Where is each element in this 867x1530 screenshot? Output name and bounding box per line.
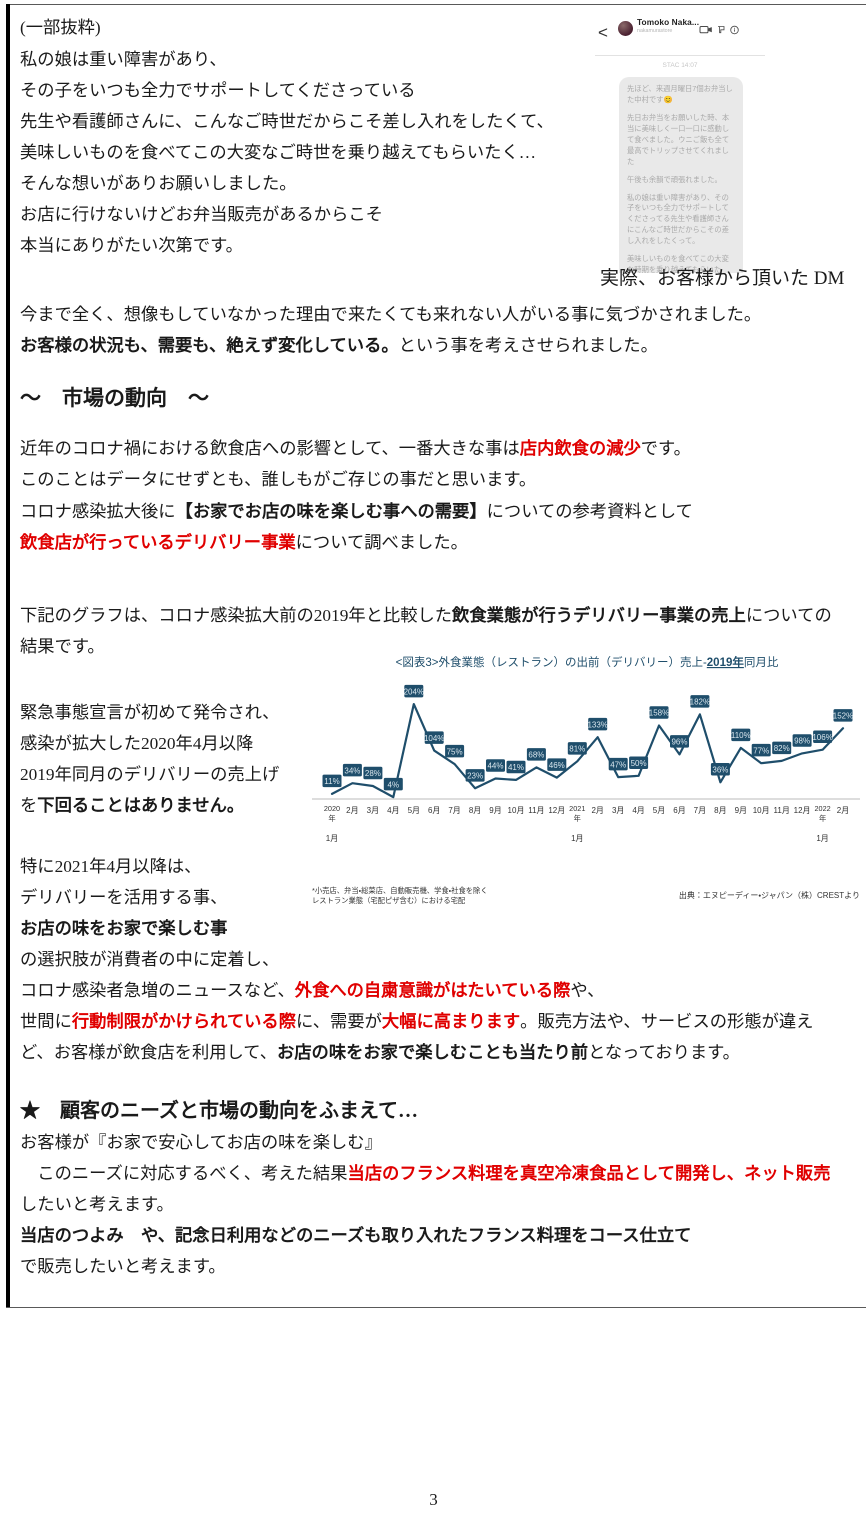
svg-text:11%: 11% — [324, 777, 339, 786]
svg-text:1月: 1月 — [326, 834, 338, 843]
svg-text:46%: 46% — [549, 761, 565, 770]
svg-text:133%: 133% — [587, 720, 607, 729]
svg-text:3月: 3月 — [612, 806, 624, 815]
svg-text:152%: 152% — [833, 712, 853, 721]
svg-text:106%: 106% — [812, 733, 832, 742]
svg-text:81%: 81% — [569, 745, 585, 754]
svg-text:4月: 4月 — [387, 806, 399, 815]
svg-text:6月: 6月 — [428, 806, 440, 815]
svg-text:68%: 68% — [528, 751, 544, 760]
svg-text:75%: 75% — [447, 747, 463, 756]
svg-text:44%: 44% — [487, 762, 503, 771]
svg-text:2月: 2月 — [837, 806, 849, 815]
svg-text:5月: 5月 — [653, 806, 665, 815]
svg-text:41%: 41% — [508, 763, 524, 772]
svg-text:158%: 158% — [649, 709, 669, 718]
svg-text:5月: 5月 — [408, 806, 420, 815]
svg-text:9月: 9月 — [735, 806, 747, 815]
svg-text:104%: 104% — [424, 734, 444, 743]
svg-text:3月: 3月 — [367, 806, 379, 815]
svg-text:<図表3>外食業態（レストラン）の出前（デリバリー）売上-2: <図表3>外食業態（レストラン）の出前（デリバリー）売上-2019年同月比 — [396, 655, 779, 669]
svg-text:47%: 47% — [610, 760, 626, 769]
svg-text:182%: 182% — [690, 698, 710, 707]
svg-text:9月: 9月 — [489, 806, 501, 815]
svg-text:年: 年 — [574, 814, 581, 823]
svg-text:12月: 12月 — [794, 806, 811, 815]
svg-text:98%: 98% — [794, 737, 810, 746]
svg-text:11月: 11月 — [774, 806, 790, 815]
svg-text:年: 年 — [328, 814, 335, 823]
svg-text:*小売店、弁当・総菜店、自動販売機、学食・社食を除く: *小売店、弁当・総菜店、自動販売機、学食・社食を除く — [312, 886, 488, 895]
svg-text:23%: 23% — [467, 772, 483, 781]
svg-text:8月: 8月 — [714, 806, 726, 815]
svg-text:10月: 10月 — [753, 806, 770, 815]
svg-text:2月: 2月 — [346, 806, 358, 815]
svg-text:2020: 2020 — [324, 804, 340, 813]
svg-text:12月: 12月 — [548, 806, 565, 815]
svg-text:50%: 50% — [631, 759, 647, 768]
svg-text:34%: 34% — [344, 766, 360, 775]
svg-text:204%: 204% — [404, 687, 424, 696]
svg-text:7月: 7月 — [448, 806, 460, 815]
svg-text:出典：エヌピーディー・ジャパン（株）CRESTより: 出典：エヌピーディー・ジャパン（株）CRESTより — [679, 890, 860, 900]
svg-text:110%: 110% — [731, 731, 751, 740]
svg-text:10月: 10月 — [508, 806, 525, 815]
svg-text:77%: 77% — [753, 746, 769, 755]
svg-text:4月: 4月 — [632, 806, 644, 815]
svg-text:6月: 6月 — [673, 806, 685, 815]
svg-text:1月: 1月 — [571, 834, 583, 843]
svg-text:8月: 8月 — [469, 806, 481, 815]
svg-text:1月: 1月 — [816, 834, 828, 843]
svg-text:2021: 2021 — [569, 804, 585, 813]
svg-text:7月: 7月 — [694, 806, 706, 815]
svg-text:28%: 28% — [365, 769, 381, 778]
svg-text:年: 年 — [819, 814, 826, 823]
svg-text:11月: 11月 — [528, 806, 544, 815]
svg-text:4%: 4% — [388, 780, 400, 789]
svg-text:2月: 2月 — [591, 806, 603, 815]
svg-text:82%: 82% — [774, 744, 790, 753]
svg-text:96%: 96% — [671, 738, 687, 747]
svg-text:2022: 2022 — [814, 804, 830, 813]
svg-text:36%: 36% — [712, 766, 728, 775]
svg-text:レストラン業態（宅配ピザ含む）における宅配: レストラン業態（宅配ピザ含む）における宅配 — [312, 896, 466, 905]
